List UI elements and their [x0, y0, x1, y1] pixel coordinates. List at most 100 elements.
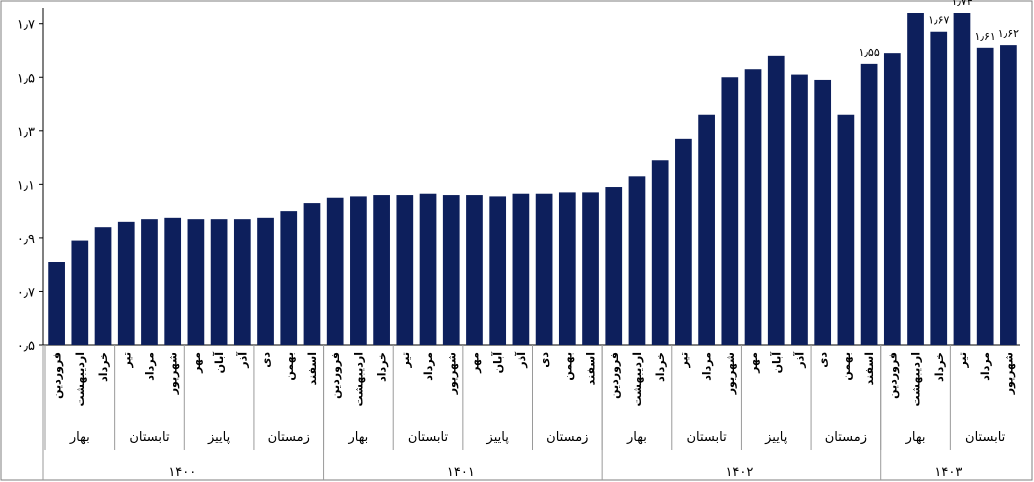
data-label: ۱٫۶۷: [928, 14, 949, 27]
bar: [442, 195, 460, 345]
x-tick-label: مهر: [747, 352, 760, 374]
x-tick-label: آبان: [212, 352, 226, 374]
x-tick-label: آذر: [514, 352, 528, 369]
x-tick-label: آبان: [769, 352, 783, 374]
bar: [860, 63, 878, 345]
bar: [117, 221, 135, 345]
bar: [791, 74, 808, 346]
bar: [953, 13, 971, 345]
bar: [187, 219, 205, 345]
bar: [71, 240, 89, 345]
x-tick-label: مرداد: [422, 352, 435, 381]
x-tick-label: آبان: [491, 352, 505, 374]
bar: [233, 219, 251, 345]
x-tick-label: تیر: [956, 352, 969, 368]
x-tick-label: خرداد: [654, 352, 667, 382]
x-tick-label: شهریور: [1002, 352, 1015, 395]
x-tick-label: آذر: [235, 352, 249, 369]
bar: [396, 195, 414, 345]
bar: [48, 262, 65, 345]
bar: [558, 192, 576, 345]
bar: [582, 192, 599, 345]
bar: [837, 114, 855, 345]
season-label: پاییز: [486, 430, 510, 445]
x-tick-label: دی: [538, 352, 551, 368]
bar: [326, 197, 344, 345]
bar: [907, 13, 924, 345]
x-tick-label: اردیبهشت: [631, 352, 644, 406]
x-tick-label: فروردین: [886, 352, 899, 399]
season-label: بهار: [347, 430, 368, 445]
year-labels: ۱۴۰۰ ۱۴۰۱ ۱۴۰۲ ۱۴۰۳: [42, 345, 962, 480]
data-label: ۱٫۶۱: [975, 30, 996, 43]
season-label: زمستان: [268, 430, 310, 445]
x-tick-label: تیر: [399, 352, 412, 368]
year-label: ۱۴۰۰: [168, 465, 196, 480]
bar: [651, 160, 669, 345]
x-tick-label: دی: [817, 352, 830, 368]
x-tick-label: مرداد: [979, 352, 992, 381]
year-label: ۱۴۰۱: [447, 465, 475, 480]
x-tick-label: مرداد: [701, 352, 714, 381]
x-tick-labels: فروردین اردیبهشت خرداد تیر مرداد شهریور مهر آبا…: [51, 352, 1016, 407]
y-tick-label: ۰٫۷: [17, 285, 35, 300]
x-tick-label: مهر: [468, 352, 481, 374]
y-tick-label: ۱٫۷: [17, 18, 35, 33]
x-tick-label: مهر: [190, 352, 203, 374]
x-tick-label: شهریور: [167, 352, 180, 395]
season-label: بهار: [69, 430, 90, 445]
data-label: ۱٫۶۲: [998, 27, 1019, 40]
x-tick-label: تیر: [120, 352, 133, 368]
bar: [675, 138, 692, 345]
x-tick-label: شهریور: [445, 352, 458, 395]
bar: [1000, 45, 1017, 346]
bars: [48, 13, 1017, 346]
bar: [257, 217, 274, 345]
season-label: پاییز: [764, 430, 788, 445]
season-label: زمستان: [546, 430, 588, 445]
season-label: تابستان: [408, 430, 449, 445]
x-tick-label: آذر: [792, 352, 806, 369]
x-tick-label: خرداد: [97, 352, 110, 382]
x-tick-label: اسفند: [585, 352, 598, 385]
x-tick-label: خرداد: [933, 352, 946, 382]
season-label: تابستان: [965, 430, 1006, 445]
bar: [210, 219, 228, 345]
season-label: بهار: [626, 430, 647, 445]
data-label: ۱٫۵۵: [858, 46, 879, 59]
y-tick-label: ۰٫۵: [17, 339, 35, 354]
season-label: پاییز: [207, 430, 231, 445]
bar: [698, 114, 715, 345]
bar: [930, 31, 948, 345]
x-tick-label: شهریور: [724, 352, 737, 395]
x-tick-label: تیر: [677, 352, 690, 368]
x-tick-label: بهمن: [840, 352, 853, 381]
bar: [280, 211, 298, 345]
x-tick-label: فروردین: [51, 352, 64, 399]
x-tick-label: بهمن: [283, 352, 296, 381]
x-tick-label: اردیبهشت: [74, 352, 87, 406]
bar: [883, 53, 901, 346]
bar: [350, 196, 367, 345]
x-tick-label: بهمن: [561, 352, 574, 381]
bar: [303, 203, 321, 345]
bar: [721, 77, 739, 346]
y-tick-label: ۱٫۳: [17, 125, 35, 140]
x-tick-label: اردیبهشت: [352, 352, 365, 406]
season-label: بهار: [905, 430, 926, 445]
bar: [535, 193, 553, 345]
data-labels: ۱٫۵۵ ۱٫۶۷۱٫۷۴ ۱٫۶۱ ۱٫۶۲: [858, 0, 1019, 59]
bar: [976, 47, 994, 345]
bar: [466, 195, 483, 345]
bar: [512, 193, 530, 345]
x-tick-label: خرداد: [376, 352, 389, 382]
bar: [141, 219, 158, 345]
year-label: ۱۴۰۲: [725, 465, 753, 480]
bar: [94, 227, 112, 345]
x-tick-label: اردیبهشت: [910, 352, 923, 406]
bar: [373, 195, 390, 345]
y-tick-label: ۱٫۵: [17, 71, 35, 86]
season-label: زمستان: [825, 430, 867, 445]
